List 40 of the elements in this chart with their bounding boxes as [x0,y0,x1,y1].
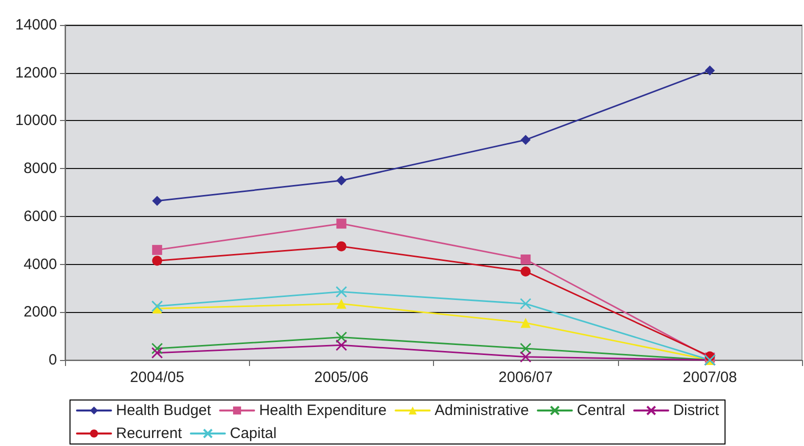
x-tick-label: 2005/06 [314,369,368,386]
point [520,351,532,363]
point [151,342,163,354]
point [520,342,532,354]
legend-label: District [673,402,720,419]
legend-label: Health Budget [116,402,212,419]
y-tick-label: 6000 [24,208,57,225]
point [520,266,531,276]
legend-label: Central [576,402,626,419]
y-tick-label: 0 [48,352,57,368]
point [520,254,531,264]
x-tick-label: 2004/05 [130,369,184,386]
legend-label: Recurrent [116,425,183,442]
point [152,196,162,206]
x-tick-label: 2007/08 [682,369,737,386]
point [152,244,162,255]
point [520,134,531,145]
x-tick-label: 2006/07 [498,369,553,386]
point [336,286,348,298]
point [336,339,348,351]
point [520,318,531,328]
y-tick-label: 4000 [24,256,57,273]
y-tick-label: 10000 [15,112,57,130]
y-tick-label: 12000 [15,64,57,82]
point [336,298,346,309]
legend-label: Health Expenditure [259,402,387,419]
legend-label: Administrative [434,402,529,419]
point [336,241,346,252]
point [152,256,162,266]
y-tick-label: 8000 [24,160,57,178]
point [704,65,715,76]
y-tick-label: 14000 [15,16,57,34]
point [336,218,346,229]
legend-label: Capital [230,425,277,442]
y-tick-label: 2000 [24,304,57,321]
point [336,176,346,186]
point [520,298,532,310]
point [336,332,348,344]
point [151,347,163,359]
point [151,300,163,312]
